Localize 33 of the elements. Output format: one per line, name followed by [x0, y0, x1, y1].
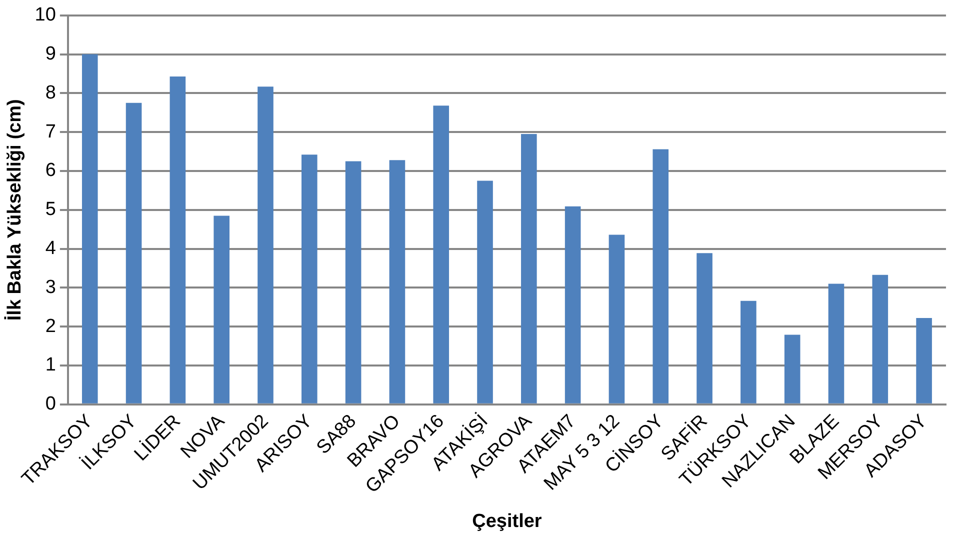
bar: [389, 160, 406, 404]
bar: [564, 206, 581, 404]
bar: [916, 318, 932, 404]
y-axis-title: İlk Bakla Yüksekliği (cm): [4, 99, 26, 321]
bar: [696, 253, 712, 404]
y-tick-label: 3: [45, 276, 56, 298]
y-tick-label: 7: [45, 121, 56, 142]
bar: [521, 134, 537, 404]
bar: [872, 274, 888, 404]
bar: [170, 76, 186, 404]
bar: [828, 284, 844, 404]
y-tick-label: 1: [45, 354, 56, 376]
y-tick-label: 9: [45, 44, 56, 65]
y-tick-label: 10: [34, 4, 56, 26]
bar: [433, 106, 450, 404]
y-tick-label: 4: [45, 238, 56, 260]
bar: [608, 234, 625, 404]
bar: [477, 180, 493, 404]
bar: [784, 334, 800, 404]
bar: [345, 161, 362, 404]
y-tick-label: 5: [45, 199, 56, 220]
y-tick-label: 8: [45, 82, 56, 104]
bar: [82, 54, 98, 404]
bar: [652, 149, 669, 404]
bar: [214, 216, 230, 404]
y-tick-label: 6: [45, 160, 56, 182]
bar: [740, 300, 756, 404]
bar: [302, 154, 318, 404]
y-tick-label: 0: [45, 394, 56, 415]
bar: [258, 86, 274, 404]
y-tick-label: 2: [45, 316, 56, 337]
bar: [126, 102, 142, 404]
x-axis-title: Çeşitler: [472, 510, 542, 532]
